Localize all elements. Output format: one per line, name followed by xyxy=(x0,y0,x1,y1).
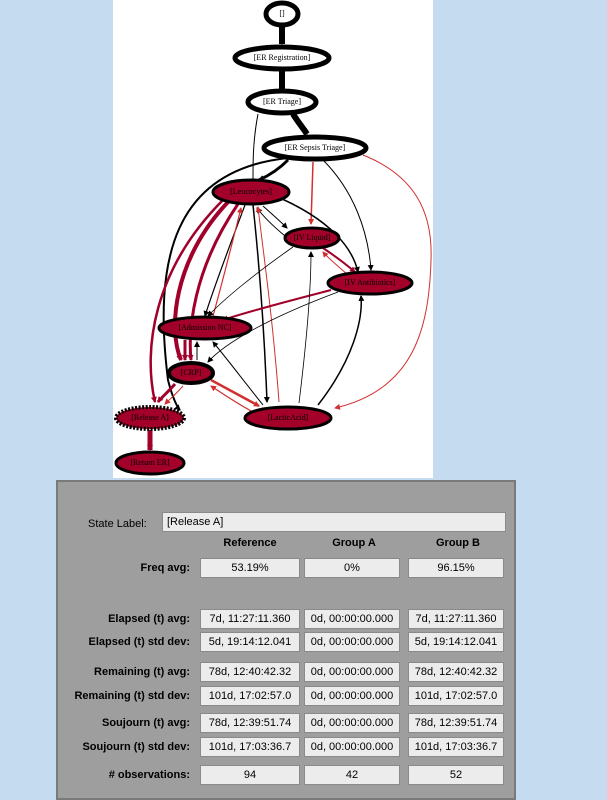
stat-value-field[interactable]: 94 xyxy=(200,765,300,785)
edge-lactic-ivliquid xyxy=(298,251,314,404)
process-graph[interactable]: [] [ER Registration] [ER Triage] [ER Sep… xyxy=(113,0,433,478)
stat-value-field[interactable]: 78d, 12:39:51.74 xyxy=(200,713,300,733)
edge-lactic-ivanti xyxy=(317,295,365,406)
state-label-caption: State Label: xyxy=(88,518,147,530)
row-label: # observations: xyxy=(108,769,190,781)
node-admission-nc-label: [Admission NC] xyxy=(178,323,231,332)
node-er-registration[interactable] xyxy=(232,44,332,72)
edge-ivanti-admission xyxy=(222,289,332,322)
node-er-sepsis-triage[interactable] xyxy=(261,134,369,162)
row-label: Remaining (t) avg: xyxy=(94,666,190,678)
node-admission-nc[interactable] xyxy=(157,315,253,341)
node-lactic-acid-label: [LacticAcid] xyxy=(268,413,309,422)
stat-value-field[interactable]: 0d, 00:00:00.000 xyxy=(304,686,400,706)
edge-sepsis-crp xyxy=(162,157,289,411)
stat-value-field[interactable]: 5d, 19:14:12.041 xyxy=(200,632,300,652)
node-iv-antibiotics-label: [IV Antibiotics] xyxy=(345,278,396,287)
stat-value-field[interactable]: 101d, 17:02:57.0 xyxy=(408,686,504,706)
stat-value-field[interactable]: 0d, 00:00:00.000 xyxy=(304,632,400,652)
edge-crp-lactic xyxy=(210,378,260,408)
stat-value-field[interactable]: 53.19% xyxy=(200,558,300,578)
stat-value-field[interactable]: 5d, 19:14:12.041 xyxy=(408,632,504,652)
edge-lactic-crp xyxy=(210,385,254,413)
stat-value-field[interactable]: 0% xyxy=(304,558,400,578)
stat-value-field[interactable]: 7d, 11:27:11.360 xyxy=(200,609,300,629)
edge-leuco-lactic xyxy=(252,204,270,403)
edge-sepsis-lactic xyxy=(334,154,432,410)
edge-leuco-ivliquid xyxy=(262,205,288,229)
node-iv-liquid-label: [IV Liquid] xyxy=(294,233,331,242)
edge-leuco-crp-1 xyxy=(173,200,230,361)
state-statistics-panel: State Label: [Release A] Reference Group… xyxy=(56,480,516,800)
edge-leuco-crp-2 xyxy=(187,203,240,361)
stat-value-field[interactable]: 101d, 17:02:57.0 xyxy=(200,686,300,706)
node-crp-label: [CRP] xyxy=(181,368,202,377)
stat-value-field[interactable]: 52 xyxy=(408,765,504,785)
stat-value-field[interactable]: 78d, 12:40:42.32 xyxy=(200,662,300,682)
node-crp[interactable] xyxy=(167,361,215,385)
edge-lactic-leuco xyxy=(255,206,280,403)
stat-value-field[interactable]: 96.15% xyxy=(408,558,504,578)
node-er-triage[interactable] xyxy=(245,88,319,116)
edge-lactic-admission xyxy=(212,341,264,406)
node-er-registration-label: [ER Registration] xyxy=(254,53,311,62)
column-header-group-a: Group A xyxy=(332,537,376,549)
stat-value-field[interactable]: 7d, 11:27:11.360 xyxy=(408,609,504,629)
stat-value-field[interactable]: 42 xyxy=(304,765,400,785)
stat-value-field[interactable]: 78d, 12:39:51.74 xyxy=(408,713,504,733)
row-label: Remaining (t) std dev: xyxy=(74,690,190,702)
column-header-reference: Reference xyxy=(223,537,277,549)
state-label-field[interactable]: [Release A] xyxy=(162,512,506,532)
row-label: Soujourn (t) std dev: xyxy=(82,741,190,753)
stat-value-field[interactable]: 78d, 12:40:42.32 xyxy=(408,662,504,682)
edge-admission-leuco xyxy=(212,207,243,317)
edge-triage-leucocytes xyxy=(252,113,259,181)
stat-value-field[interactable]: 101d, 17:03:36.7 xyxy=(200,737,300,757)
node-er-sepsis-triage-label: [ER Sepsis Triage] xyxy=(285,143,346,152)
stat-value-field[interactable]: 0d, 00:00:00.000 xyxy=(304,737,400,757)
node-start-label: [] xyxy=(279,9,285,18)
edge-sepsis-ivantibiotics xyxy=(322,159,374,271)
node-leucocytes-label: [Leucocytes] xyxy=(230,187,272,196)
column-header-group-b: Group B xyxy=(436,537,480,549)
node-start[interactable] xyxy=(263,0,301,28)
edge-ivliquid-admission xyxy=(207,246,294,317)
node-iv-liquid[interactable] xyxy=(283,226,341,250)
node-release-a-label: [Release A] xyxy=(131,413,169,422)
stat-value-field[interactable]: 0d, 00:00:00.000 xyxy=(304,713,400,733)
stat-value-field[interactable]: 101d, 17:03:36.7 xyxy=(408,737,504,757)
edge-crp-release xyxy=(156,383,177,403)
row-label: Soujourn (t) avg: xyxy=(102,717,190,729)
row-label: Elapsed (t) avg: xyxy=(108,613,190,625)
node-return-er-label: [Return ER] xyxy=(130,458,170,467)
node-lactic-acid[interactable] xyxy=(243,405,333,431)
process-graph-panel: [] [ER Registration] [ER Triage] [ER Sep… xyxy=(113,0,433,478)
row-label: Freq avg: xyxy=(140,562,190,574)
edge-crp-release-2 xyxy=(164,385,184,405)
node-release-a[interactable] xyxy=(114,405,186,431)
stat-value-field[interactable]: 0d, 00:00:00.000 xyxy=(304,609,400,629)
row-label: Elapsed (t) std dev: xyxy=(88,636,190,648)
edge-triage-sepsis xyxy=(290,112,310,136)
stat-value-field[interactable]: 0d, 00:00:00.000 xyxy=(304,662,400,682)
edge-sepsis-ivliquid xyxy=(308,161,315,225)
node-iv-antibiotics[interactable] xyxy=(326,270,414,296)
node-leucocytes[interactable] xyxy=(211,178,291,206)
node-er-triage-label: [ER Triage] xyxy=(263,97,301,106)
node-return-er[interactable] xyxy=(114,450,186,476)
edge-leuco-admission xyxy=(203,204,246,317)
edge-ivliquid-ivanti xyxy=(322,247,356,273)
edge-leuco-release xyxy=(149,199,224,403)
